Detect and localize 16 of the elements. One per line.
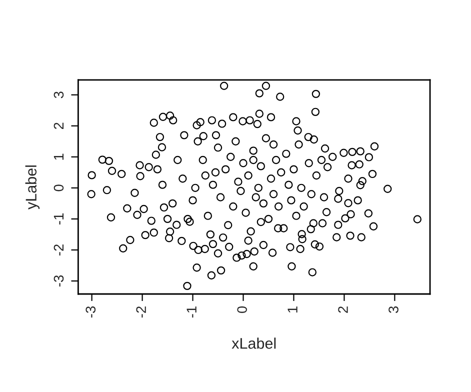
y-tick-label: -3 [54,275,64,287]
y-axis-title: yLabel [25,165,40,210]
x-tick-label: -1 [186,306,196,318]
y-tick-label: -2 [54,244,64,256]
y-tick-label: -1 [54,213,64,224]
x-tick-label: 1 [288,306,298,312]
x-tick-label: 0 [237,306,247,313]
x-tick-label: 3 [388,306,398,313]
x-tick-label: -3 [86,306,96,318]
x-axis-title: xLabel [232,338,276,349]
y-tick-label: 3 [54,92,64,98]
y-tick-label: 0 [54,184,64,192]
y-tick-label: 2 [54,122,64,130]
x-tick-label: 2 [338,306,348,313]
y-tick-label: 1 [54,154,64,160]
x-tick-label: -2 [136,306,146,318]
